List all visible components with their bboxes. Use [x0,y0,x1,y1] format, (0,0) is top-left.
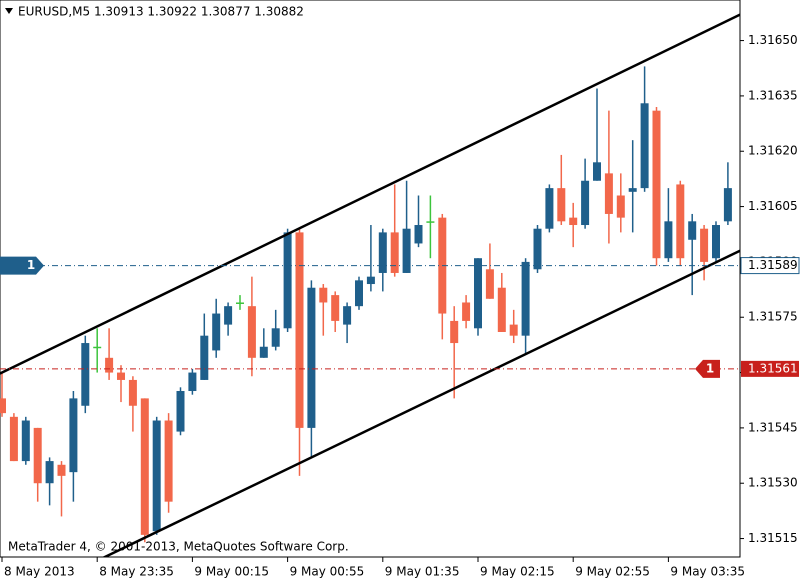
order-marker [695,359,720,378]
x-tick-label: 8 May 2013 [4,565,75,579]
candle-body [176,391,185,432]
candle-body [331,295,340,321]
candle-body [604,173,613,214]
y-tick-label: 1.31605 [748,199,798,213]
y-tick-label: 1.31635 [748,88,798,102]
candle-body [616,195,625,218]
trend-line [101,249,740,557]
candle-body [462,302,471,321]
candle-body [105,357,114,373]
candle-body [307,287,316,428]
candle-body [343,306,352,325]
candle-body [9,416,18,462]
candle-body [117,372,125,380]
price-label: 1.31561 [748,361,798,375]
candle-body [366,276,375,285]
menu-icon[interactable] [5,8,13,14]
candle-body [628,188,637,192]
candle-body [283,232,292,329]
candle-body [45,461,54,484]
candle-body [259,346,268,358]
candle-body [0,398,6,414]
y-tick-label: 1.31575 [748,310,798,324]
order-marker-label: 1 [706,361,714,375]
y-tick-label: 1.31545 [748,420,798,434]
candle-body [581,180,590,226]
y-tick-label: 1.31515 [748,531,798,545]
candle-body [152,420,161,532]
x-tick-label: 9 May 03:35 [670,565,745,579]
candle-body [295,232,304,428]
candle-body [533,228,542,270]
candle-body [700,228,709,262]
candle-body [474,258,482,329]
candle-body [21,420,30,462]
candle-body [402,228,411,273]
candle-body [723,188,732,222]
candle-body [164,420,173,502]
candle-body [57,464,66,476]
y-tick-label: 1.31650 [748,33,798,47]
candle-body [355,280,363,307]
candles [0,66,732,543]
copyright: MetaTrader 4, © 2001-2013, MetaQuotes So… [8,540,349,554]
candle-body [712,225,720,259]
candle-body [593,162,601,181]
candle-body [664,221,673,259]
candle-body [378,232,387,273]
candle-body [545,188,554,229]
candle-body [497,287,506,332]
candle-body [414,225,423,244]
trend-line [0,13,740,375]
candle-body [81,343,90,406]
candle-body [390,232,399,273]
price-box [741,360,799,377]
x-tick-label: 9 May 02:15 [480,565,555,579]
x-tick-label: 9 May 01:35 [385,565,460,579]
candle-body [688,221,697,240]
candle-body [640,103,649,189]
candle-body [485,269,494,299]
candle-body [509,324,518,336]
candle-body [676,184,685,259]
candle-body [224,306,233,325]
candle-body [212,313,221,351]
candle-body [450,320,459,344]
x-tick-label: 9 May 02:55 [575,565,650,579]
x-tick-label: 9 May 00:15 [194,565,269,579]
candle-body [69,398,78,473]
chart-header: EURUSD,M5 1.30913 1.30922 1.30877 1.3088… [18,5,304,19]
candle-body [247,306,256,358]
candle-body [426,221,435,223]
order-marker-label: 1 [27,258,35,272]
x-tick-label: 8 May 23:35 [99,565,174,579]
price-box [740,257,800,275]
y-tick-label: 1.31530 [748,476,798,490]
candle-body [319,287,328,303]
candle-body [569,217,578,226]
candle-body [140,398,149,535]
candle-body [200,335,209,380]
candle-body [271,328,280,347]
price-label: 1.31589 [748,258,798,272]
candle-body [521,261,530,336]
candle-body [33,427,42,484]
y-tick-label: 1.31620 [748,144,798,158]
candle-body [93,346,102,349]
candle-body [236,302,244,304]
candle-body [652,110,661,259]
order-marker [0,256,44,275]
candle-body [128,379,137,406]
candle-body [557,188,566,222]
candle-body [188,372,197,392]
x-tick-label: 9 May 00:55 [290,565,365,579]
